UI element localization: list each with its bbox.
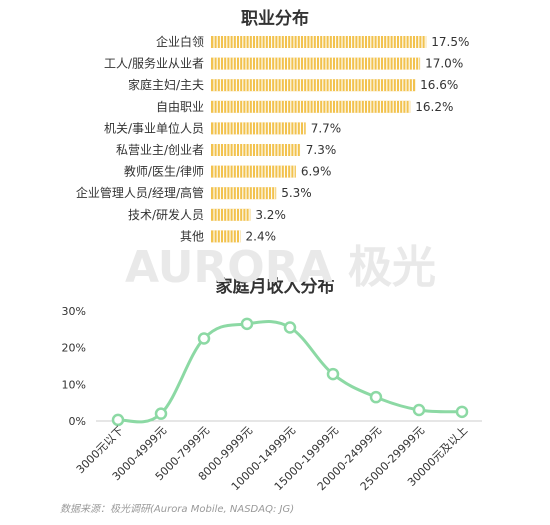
occupation-category-label: 机关/事业单位人员	[104, 120, 204, 135]
occupation-bar-chart: 企业白领 17.5% 工人/服务业从业者 17.0% 家庭主妇/主夫 16.6% 自由职业 1…	[76, 34, 469, 243]
income-data-point	[240, 317, 254, 331]
income-data-point	[369, 390, 383, 404]
y-tick-label: 20%	[62, 342, 86, 355]
occupation-bar	[211, 100, 411, 113]
occupation-category-label: 教师/医生/律师	[124, 164, 204, 179]
occupation-value-label: 5.3%	[281, 186, 312, 200]
occupation-value-label: 16.2%	[415, 100, 453, 114]
occupation-category-label: 家庭主妇/主夫	[128, 77, 204, 92]
income-data-point	[197, 332, 211, 345]
watermark-logo: AURORA 极光	[125, 242, 436, 293]
income-data-point	[326, 367, 340, 381]
occupation-category-label: 工人/服务业从业者	[104, 56, 204, 71]
occupation-value-label: 7.3%	[306, 143, 337, 157]
occupation-value-label: 17.0%	[425, 57, 463, 71]
occupation-value-label: 16.6%	[420, 78, 458, 92]
income-data-point	[412, 403, 426, 417]
y-tick-label: 10%	[62, 378, 86, 391]
occupation-chart-title: 职业分布	[241, 9, 309, 29]
occupation-category-label: 技术/研发人员	[128, 207, 204, 222]
occupation-value-label: 6.9%	[301, 165, 332, 179]
income-series-line	[117, 320, 463, 424]
occupation-value-label: 17.5%	[431, 35, 469, 49]
income-data-point	[154, 407, 168, 420]
occupation-value-label: 2.4%	[246, 229, 277, 243]
occupation-value-label: 3.2%	[255, 208, 285, 222]
income-chart-title: 家庭月收入分布	[215, 277, 335, 297]
source-note: 数据来源：极光调研(Aurora Mobile, NASDAQ: JG)	[60, 504, 295, 515]
occupation-category-label: 企业管理人员/经理/高管	[76, 185, 204, 200]
income-data-point	[283, 321, 297, 334]
occupation-category-label: 私营业主/创业者	[116, 143, 204, 157]
income-data-point	[111, 413, 125, 427]
occupation-category-label: 企业白领	[156, 34, 204, 49]
y-tick-label: 30%	[62, 305, 86, 318]
income-line-chart: 0%10%20%30%3000元以下3000-4999元5000-7999元80…	[62, 305, 482, 493]
occupation-category-label: 自由职业	[156, 100, 204, 114]
occupation-value-label: 7.7%	[311, 121, 342, 135]
income-data-point	[455, 405, 469, 419]
y-tick-label: 0%	[69, 415, 86, 428]
occupation-category-label: 其他	[180, 229, 204, 243]
